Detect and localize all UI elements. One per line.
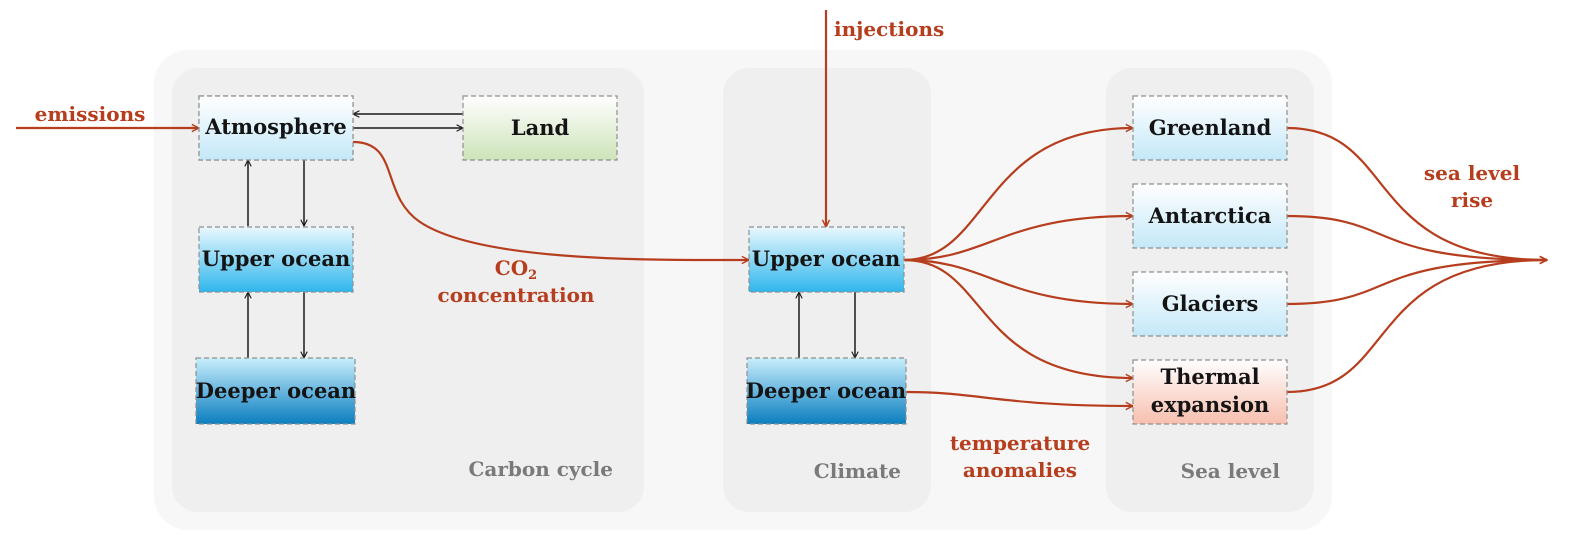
flow-arrows [16,10,1547,406]
sea-level-rise-label-line1: sea level [1424,161,1521,185]
emissions-label: emissions [35,102,146,126]
sea-level-panel-label: Sea level [1181,459,1281,483]
atmosphere-label: Atmosphere [204,114,346,139]
ocean-to-greenland-arrow [903,128,1133,262]
carbon-cycle-exchange-arrows [248,114,855,358]
co2-concentration-arrow [352,140,749,260]
ocean-to-thermal-arrow [903,258,1133,378]
carbon-upper-ocean-label: Upper ocean [202,246,350,271]
co2-label: CO2 [495,256,537,283]
greenland-label: Greenland [1149,115,1272,140]
greenland-to-rise-arrow [1286,126,1547,260]
deeper-ocean-to-thermal-arrow [905,390,1133,406]
climate-upper-ocean-box: Upper ocean [748,226,905,293]
climate-panel-label: Climate [814,459,901,483]
carbon-deeper-ocean-box: Deeper ocean [195,357,356,425]
glaciers-to-rise-arrow [1286,260,1547,306]
ocean-to-glaciers-arrow [903,258,1133,304]
injections-label: injections [834,17,944,41]
antarctica-label: Antarctica [1148,203,1272,228]
climate-deeper-ocean-label: Deeper ocean [746,378,906,403]
sea-level-rise-label-line2: rise [1451,188,1493,212]
glaciers-label: Glaciers [1162,291,1259,316]
concentration-label: concentration [438,283,595,307]
glaciers-box: Glaciers [1132,271,1288,337]
climate-deeper-ocean-box: Deeper ocean [746,357,907,425]
thermal-expansion-box: Thermal expansion [1132,359,1288,425]
antarctica-to-rise-arrow [1286,214,1547,260]
carbon-upper-ocean-box: Upper ocean [198,226,354,293]
carbon-deeper-ocean-label: Deeper ocean [196,378,356,403]
anomalies-label: anomalies [963,458,1077,482]
co2-subscript: 2 [528,268,537,283]
carbon-cycle-panel-label: Carbon cycle [468,457,613,481]
land-box: Land [462,95,618,161]
climate-upper-ocean-label: Upper ocean [752,246,900,271]
thermal-label-line1: Thermal [1160,364,1259,389]
atmosphere-box: Atmosphere [198,95,354,161]
temperature-label: temperature [950,431,1090,455]
thermal-to-rise-arrow [1286,260,1547,394]
thermal-label-line2: expansion [1151,392,1270,417]
land-label: Land [511,115,570,140]
antarctica-box: Antarctica [1132,183,1288,249]
ocean-to-antarctica-arrow [903,216,1133,262]
greenland-box: Greenland [1132,95,1288,161]
